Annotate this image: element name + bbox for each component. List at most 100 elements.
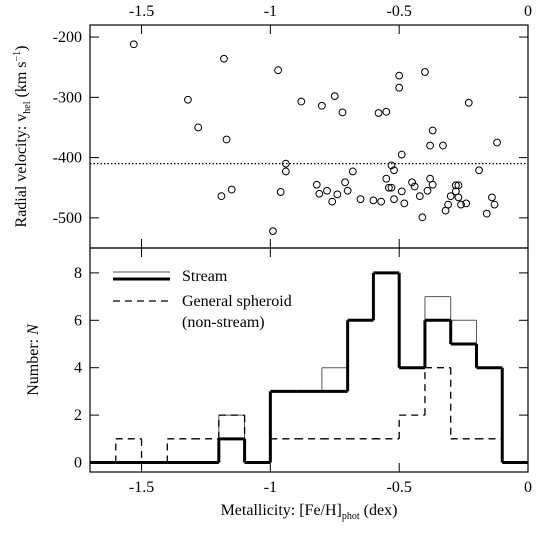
data-point bbox=[395, 71, 404, 80]
data-point bbox=[377, 197, 386, 206]
data-point bbox=[482, 209, 491, 218]
x-tick-label: 0 bbox=[524, 3, 532, 20]
legend-label: (non-stream) bbox=[182, 314, 265, 331]
y-label-text: Number: bbox=[25, 335, 42, 396]
data-point bbox=[343, 186, 352, 195]
data-point bbox=[454, 193, 463, 202]
x-axis-label: Metallicity: [Fe/H]phot (dex) bbox=[221, 502, 398, 522]
data-point bbox=[410, 182, 419, 191]
data-point bbox=[222, 135, 231, 144]
x-label-text: Metallicity: [Fe/H] bbox=[221, 502, 342, 519]
data-point bbox=[451, 181, 460, 190]
y-tick-label: -300 bbox=[53, 89, 82, 106]
data-point bbox=[348, 167, 357, 176]
data-point bbox=[464, 98, 473, 107]
data-point bbox=[341, 178, 349, 187]
y-label-sup: −1 bbox=[12, 51, 23, 62]
data-point bbox=[454, 181, 463, 190]
y-axis-label: Number: N bbox=[25, 323, 42, 396]
data-point bbox=[217, 192, 226, 201]
legend-label: Stream bbox=[182, 268, 228, 285]
data-point bbox=[227, 185, 236, 194]
data-point bbox=[276, 188, 285, 196]
data-point bbox=[297, 97, 306, 106]
data-point bbox=[395, 83, 404, 92]
x-label-unit: (dex) bbox=[360, 502, 398, 519]
data-point bbox=[315, 189, 324, 198]
data-point bbox=[281, 167, 290, 176]
data-point bbox=[382, 107, 391, 116]
data-point bbox=[462, 199, 471, 208]
data-point bbox=[312, 180, 321, 189]
data-point bbox=[446, 192, 455, 201]
data-point bbox=[408, 178, 416, 187]
data-point bbox=[374, 109, 383, 117]
data-point bbox=[390, 195, 398, 204]
data-point bbox=[441, 206, 450, 215]
data-point bbox=[421, 68, 429, 76]
data-point bbox=[426, 141, 434, 150]
plot-frame bbox=[89, 24, 529, 249]
data-point bbox=[356, 195, 365, 204]
x-tick-label: -0.5 bbox=[387, 3, 412, 20]
data-point bbox=[390, 166, 398, 175]
y-axis-label: Radial velocity: vhel (km s−1) bbox=[12, 46, 33, 228]
y-label-unit: (km s bbox=[13, 62, 30, 102]
data-point bbox=[439, 141, 447, 150]
data-point bbox=[269, 227, 277, 236]
y-tick-label: 6 bbox=[74, 312, 82, 329]
data-point bbox=[317, 101, 326, 110]
data-point bbox=[382, 174, 391, 183]
data-point bbox=[338, 108, 347, 117]
data-point bbox=[428, 126, 437, 135]
y-tick-label: 4 bbox=[74, 360, 82, 377]
data-point bbox=[328, 197, 337, 206]
data-point bbox=[333, 190, 342, 199]
data-point bbox=[457, 200, 465, 209]
data-point bbox=[387, 161, 396, 170]
data-point bbox=[384, 183, 393, 192]
x-tick-label: -1.5 bbox=[129, 3, 154, 20]
data-point bbox=[493, 138, 501, 147]
y-tick-label: -400 bbox=[53, 150, 82, 167]
data-point bbox=[397, 150, 406, 159]
y-label-text: Radial velocity: v bbox=[13, 114, 30, 228]
x-label-sub: phot bbox=[342, 511, 360, 522]
data-point bbox=[129, 40, 138, 49]
y-tick-label: -500 bbox=[53, 210, 82, 227]
data-point bbox=[323, 186, 331, 195]
data-point bbox=[330, 92, 339, 101]
y-tick-label: -200 bbox=[53, 29, 82, 46]
data-point bbox=[194, 123, 203, 132]
y-label-close: ) bbox=[13, 46, 30, 51]
data-point bbox=[423, 186, 432, 195]
data-point bbox=[220, 54, 228, 63]
data-point bbox=[281, 159, 290, 168]
x-tick-label: -1.5 bbox=[129, 479, 154, 496]
data-point bbox=[488, 193, 496, 202]
y-label-sub: hel bbox=[22, 101, 33, 113]
x-tick-label: -1 bbox=[264, 479, 277, 496]
data-point bbox=[475, 166, 483, 175]
data-point bbox=[387, 183, 396, 192]
x-tick-label: -1 bbox=[264, 3, 277, 20]
data-point bbox=[274, 66, 282, 75]
data-point bbox=[415, 192, 424, 201]
y-label-italic: N bbox=[25, 323, 42, 336]
legend-label: General spheroid bbox=[182, 293, 292, 310]
data-point bbox=[426, 174, 434, 183]
x-tick-label: -0.5 bbox=[387, 479, 412, 496]
data-point bbox=[369, 196, 378, 205]
data-point bbox=[397, 187, 406, 196]
data-point bbox=[400, 199, 409, 208]
data-point bbox=[184, 95, 192, 104]
data-point bbox=[490, 200, 499, 209]
y-tick-label: 8 bbox=[74, 265, 82, 282]
y-tick-label: 0 bbox=[74, 455, 82, 472]
x-tick-label: 0 bbox=[524, 479, 532, 496]
y-tick-label: 2 bbox=[74, 407, 82, 424]
plot-frame bbox=[89, 247, 529, 473]
data-point bbox=[418, 213, 427, 222]
